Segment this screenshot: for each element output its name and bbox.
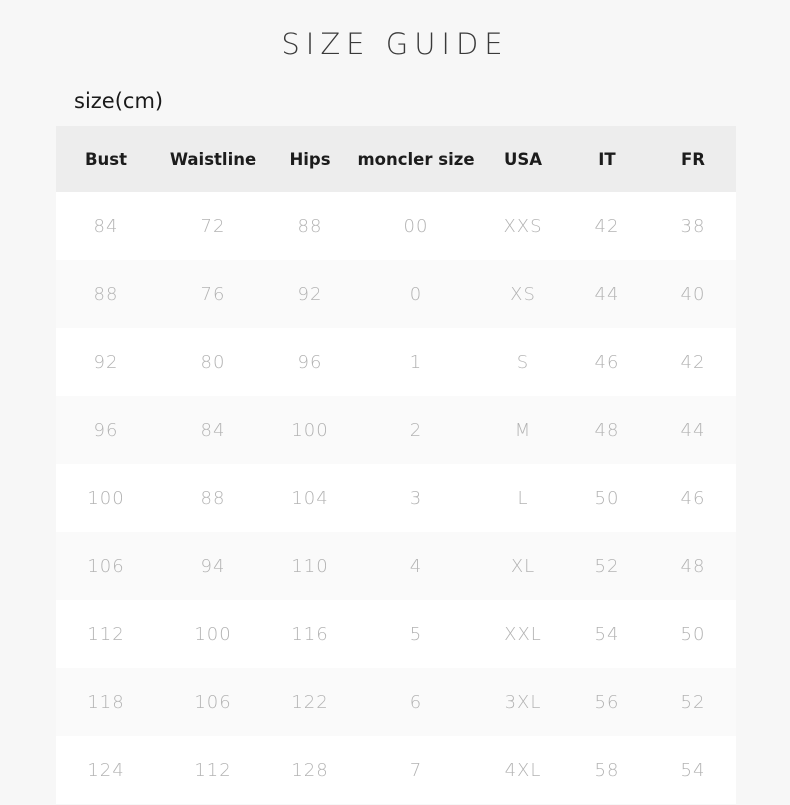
table-cell-moncler-size: 00 [403,215,429,237]
column-header-bust: Bust [56,126,156,192]
table-cell-moncler-size: 1 [409,351,423,373]
table-row: 118 106 122 6 3XL 56 52 [56,668,736,736]
table-cell-waistline: 94 [200,555,226,577]
table-cell-fr: 44 [680,419,706,441]
table-cell-waistline: 76 [200,283,226,305]
table-cell-bust: 124 [87,759,125,781]
table-cell-it: 48 [594,419,620,441]
table-cell-it: 52 [594,555,620,577]
table-cell-it: 44 [594,283,620,305]
table-header: Bust Waistline Hips moncler size USA IT FR [56,126,736,192]
table-cell-hips: 104 [291,487,329,509]
table-cell-moncler-size: 7 [409,759,423,781]
table-cell-hips: 128 [291,759,329,781]
table-header-row: Bust Waistline Hips moncler size USA IT FR [56,126,736,192]
table-row: 124 112 128 7 4XL 58 54 [56,736,736,804]
table-cell-bust: 112 [87,623,125,645]
table-cell-moncler-size: 3 [409,487,423,509]
table-cell-fr: 42 [680,351,706,373]
table-cell-usa: 4XL [504,759,542,781]
table-cell-bust: 118 [87,691,125,713]
table-cell-hips: 122 [291,691,329,713]
table-row: 112 100 116 5 XXL 54 50 [56,600,736,668]
table-cell-hips: 88 [297,215,323,237]
table-cell-usa: XXS [503,215,543,237]
table-cell-bust: 96 [93,419,119,441]
table-cell-usa: XL [510,555,536,577]
table-cell-waistline: 84 [200,419,226,441]
table-cell-usa: S [516,351,530,373]
table-cell-usa: XXL [504,623,542,645]
table-cell-fr: 46 [680,487,706,509]
table-cell-moncler-size: 0 [409,283,423,305]
table-cell-fr: 50 [680,623,706,645]
table-cell-bust: 106 [87,555,125,577]
table-cell-fr: 54 [680,759,706,781]
table-cell-moncler-size: 6 [409,691,423,713]
table-cell-bust: 88 [93,283,119,305]
column-header-usa: USA [482,126,564,192]
table-cell-usa: M [514,419,532,441]
table-cell-hips: 92 [297,283,323,305]
unit-label: size(cm) [74,89,164,113]
table-row: 84 72 88 00 XXS 42 38 [56,192,736,260]
table-cell-fr: 52 [680,691,706,713]
column-header-it: IT [564,126,650,192]
table-cell-fr: 48 [680,555,706,577]
table-row: 92 80 96 1 S 46 42 [56,328,736,396]
table-cell-moncler-size: 5 [409,623,423,645]
table-cell-it: 56 [594,691,620,713]
table-cell-bust: 92 [93,351,119,373]
table-row: 100 88 104 3 L 50 46 [56,464,736,532]
table-cell-usa: L [517,487,529,509]
column-header-fr: FR [650,126,736,192]
table-cell-hips: 100 [291,419,329,441]
table-row: 88 76 92 0 XS 44 40 [56,260,736,328]
table-cell-it: 42 [594,215,620,237]
column-header-hips: Hips [270,126,350,192]
table-row: 96 84 100 2 M 48 44 [56,396,736,464]
table-cell-waistline: 72 [200,215,226,237]
table-cell-waistline: 100 [194,623,232,645]
table-cell-waistline: 112 [194,759,232,781]
size-table-container: Bust Waistline Hips moncler size USA IT FR 84 7… [56,126,736,804]
size-table: Bust Waistline Hips moncler size USA IT FR 84 7… [56,126,736,804]
table-cell-it: 58 [594,759,620,781]
table-cell-waistline: 80 [200,351,226,373]
table-cell-bust: 84 [93,215,119,237]
table-cell-it: 50 [594,487,620,509]
table-cell-waistline: 106 [194,691,232,713]
table-cell-bust: 100 [87,487,125,509]
column-header-moncler-size: moncler size [350,126,482,192]
table-body: 84 72 88 00 XXS 42 38 88 76 92 0 XS 44 40 92 80 96 1 S 46 42… [56,192,736,804]
table-cell-usa: XS [510,283,536,305]
table-cell-hips: 110 [291,555,329,577]
table-cell-it: 46 [594,351,620,373]
table-cell-hips: 116 [291,623,329,645]
column-header-waistline: Waistline [156,126,270,192]
table-cell-fr: 40 [680,283,706,305]
table-cell-it: 54 [594,623,620,645]
page-title: SIZE GUIDE [281,27,509,61]
table-cell-moncler-size: 4 [409,555,423,577]
table-row: 106 94 110 4 XL 52 48 [56,532,736,600]
table-cell-usa: 3XL [504,691,542,713]
table-cell-fr: 38 [680,215,706,237]
table-cell-waistline: 88 [200,487,226,509]
table-cell-moncler-size: 2 [409,419,423,441]
table-cell-hips: 96 [297,351,323,373]
